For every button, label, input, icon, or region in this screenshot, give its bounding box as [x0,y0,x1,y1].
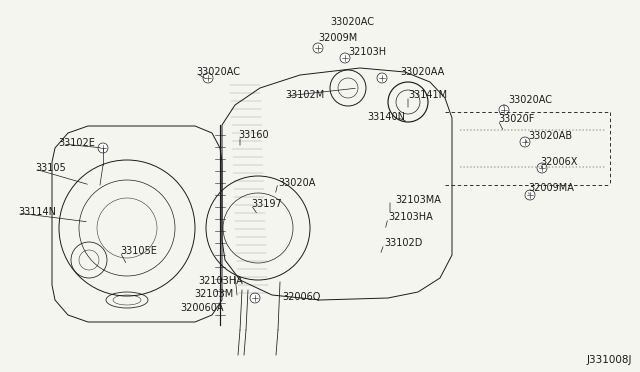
Text: 33020AC: 33020AC [330,17,374,27]
Text: 32009M: 32009M [318,33,357,43]
Text: 33197: 33197 [251,199,282,209]
Text: 32006X: 32006X [540,157,577,167]
Circle shape [537,163,547,173]
Text: 32103H: 32103H [348,47,386,57]
Text: 32009MA: 32009MA [528,183,574,193]
Circle shape [520,137,530,147]
Text: 33141M: 33141M [408,90,447,100]
Text: 33102D: 33102D [384,238,422,248]
Text: 33160: 33160 [238,130,269,140]
Circle shape [340,53,350,63]
Text: 320060A: 320060A [180,303,223,313]
Text: 32103HA: 32103HA [388,212,433,222]
Circle shape [499,105,509,115]
Text: 32006Q: 32006Q [282,292,321,302]
Text: 33020A: 33020A [278,178,316,188]
Text: 32103MA: 32103MA [395,195,441,205]
Text: 33020AB: 33020AB [528,131,572,141]
Text: 33105: 33105 [35,163,66,173]
Circle shape [377,73,387,83]
Text: 33020AC: 33020AC [196,67,240,77]
Text: 33102E: 33102E [58,138,95,148]
Text: 32103HA: 32103HA [198,276,243,286]
Text: 33020AC: 33020AC [508,95,552,105]
Circle shape [525,190,535,200]
Text: 33102M: 33102M [285,90,324,100]
Circle shape [250,293,260,303]
Circle shape [313,43,323,53]
Text: 32103M: 32103M [194,289,233,299]
Circle shape [98,143,108,153]
Text: 33020AA: 33020AA [400,67,444,77]
Circle shape [203,73,213,83]
Text: 33020F: 33020F [498,114,534,124]
Text: J331008J: J331008J [586,355,632,365]
Text: 33114N: 33114N [18,207,56,217]
Text: 33140N: 33140N [367,112,405,122]
Text: 33105E: 33105E [120,246,157,256]
